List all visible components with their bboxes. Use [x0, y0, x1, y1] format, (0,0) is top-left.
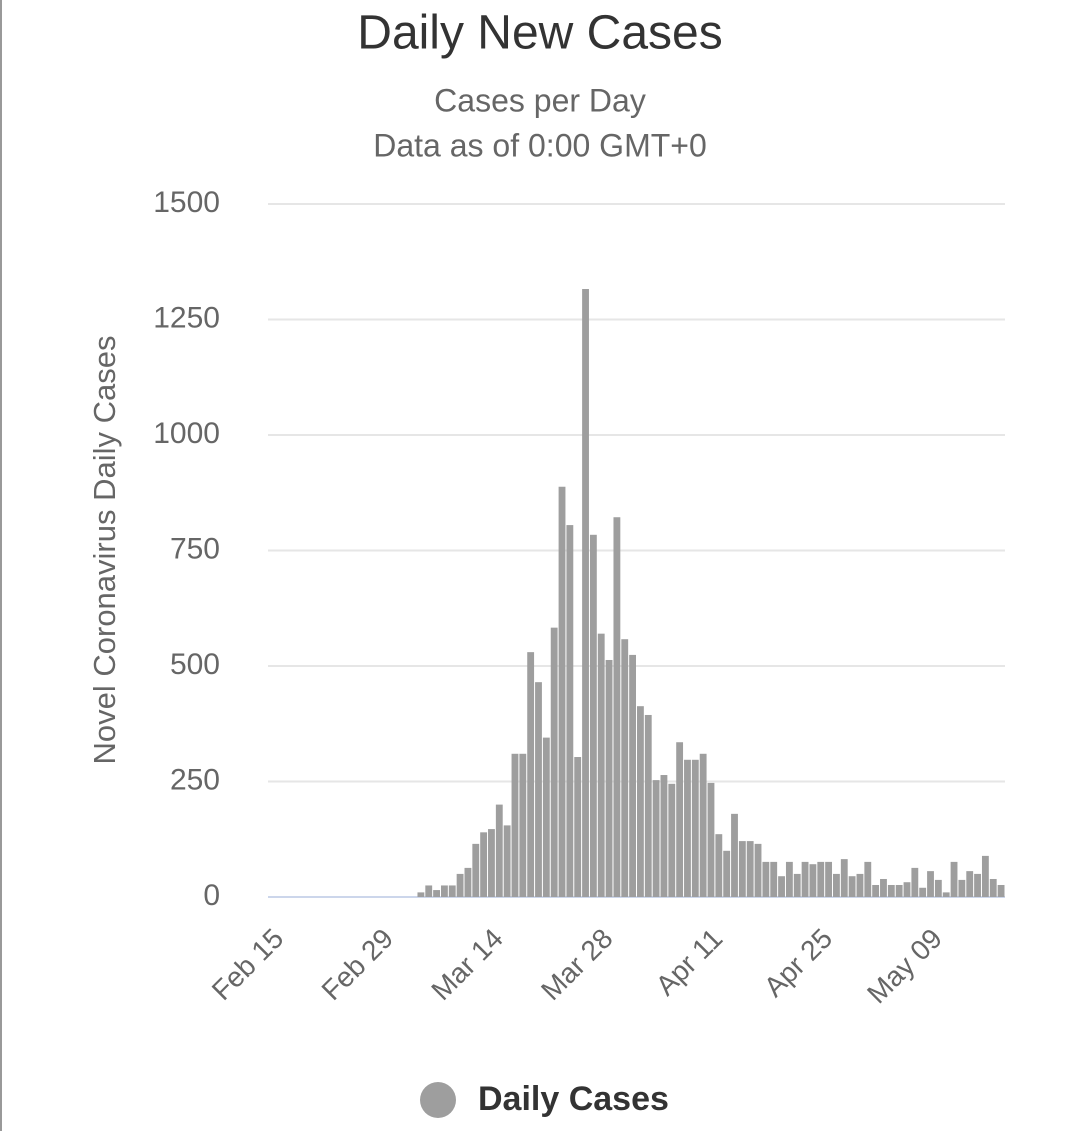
bar	[684, 759, 691, 897]
bar	[503, 825, 511, 897]
bar	[550, 627, 558, 897]
bar	[464, 867, 472, 897]
x-tick-label: Mar 14	[425, 923, 509, 1007]
bar	[495, 804, 503, 897]
bar	[880, 878, 887, 897]
y-tick-label: 750	[170, 532, 220, 565]
bar	[856, 873, 864, 897]
x-tick-label: Mar 28	[535, 923, 619, 1007]
bar	[589, 534, 597, 897]
bar	[848, 876, 856, 897]
bar	[621, 639, 629, 897]
x-tick-label: May 09	[861, 923, 948, 1010]
bar	[833, 873, 840, 897]
bar	[731, 813, 738, 897]
legend-marker	[420, 1082, 456, 1118]
bar	[425, 885, 433, 897]
chart-subtitle: Data as of 0:00 GMT+0	[373, 127, 707, 163]
bar	[699, 753, 707, 897]
bar	[629, 654, 636, 897]
bar	[566, 525, 574, 897]
bar	[746, 841, 754, 897]
y-tick-label: 1250	[153, 301, 220, 334]
bar	[605, 659, 613, 897]
bar	[770, 861, 778, 897]
bar	[456, 873, 464, 897]
bar	[637, 706, 644, 897]
y-tick-label: 1500	[153, 186, 220, 219]
chart-subtitle: Cases per Day	[434, 82, 646, 118]
bar	[872, 884, 880, 897]
bar	[942, 892, 950, 897]
bar	[887, 884, 895, 897]
bar	[974, 873, 981, 897]
legend-label: Daily Cases	[478, 1080, 669, 1118]
y-tick-label: 1000	[153, 417, 220, 450]
bar	[448, 885, 456, 897]
bar	[903, 882, 911, 897]
y-axis-label: Novel Coronavirus Daily Cases	[87, 336, 122, 765]
bar	[715, 834, 723, 897]
bar	[989, 878, 997, 897]
bar	[574, 757, 582, 897]
bar	[762, 861, 770, 897]
bar	[754, 843, 762, 897]
bar	[527, 652, 535, 897]
bar	[950, 861, 958, 897]
x-tick-label: Feb 15	[206, 923, 290, 1007]
bar	[440, 885, 448, 897]
bar	[613, 517, 621, 897]
bar	[472, 843, 480, 897]
x-tick-label: Apr 25	[758, 923, 838, 1003]
bar	[668, 783, 676, 897]
bar	[919, 887, 927, 897]
y-tick-label: 500	[170, 648, 220, 681]
bar	[911, 867, 919, 897]
bar	[676, 742, 684, 897]
bar	[597, 633, 605, 897]
bar	[809, 864, 817, 897]
bar	[691, 759, 699, 897]
x-tick-label: Apr 11	[650, 923, 729, 1002]
bar	[660, 775, 668, 897]
bar	[488, 829, 495, 897]
y-tick-label: 250	[170, 763, 220, 796]
bar	[801, 861, 809, 897]
bar	[738, 841, 746, 897]
bar	[981, 855, 989, 897]
x-tick-label: Feb 29	[316, 923, 400, 1007]
bar	[817, 861, 825, 897]
bar	[480, 832, 488, 897]
bar	[934, 879, 942, 897]
bar	[778, 876, 785, 897]
bar	[652, 780, 660, 897]
bar	[644, 714, 652, 897]
bar	[433, 890, 440, 897]
bar	[542, 737, 550, 897]
chart-title: Daily New Cases	[357, 7, 722, 60]
bar	[417, 892, 425, 897]
bar	[707, 782, 715, 897]
bar	[840, 859, 848, 897]
bar	[966, 871, 974, 897]
y-tick-label: 0	[203, 879, 220, 912]
bar	[958, 879, 966, 897]
bar	[793, 873, 801, 897]
bar	[927, 871, 934, 897]
bar	[895, 884, 903, 897]
bar	[519, 753, 527, 897]
bar	[997, 884, 1005, 897]
bar	[582, 289, 589, 897]
bar	[558, 486, 566, 897]
bar	[864, 861, 872, 897]
bar	[825, 861, 833, 897]
bar	[723, 850, 731, 897]
bar	[535, 682, 542, 897]
bar	[511, 753, 519, 897]
bar	[785, 861, 793, 897]
